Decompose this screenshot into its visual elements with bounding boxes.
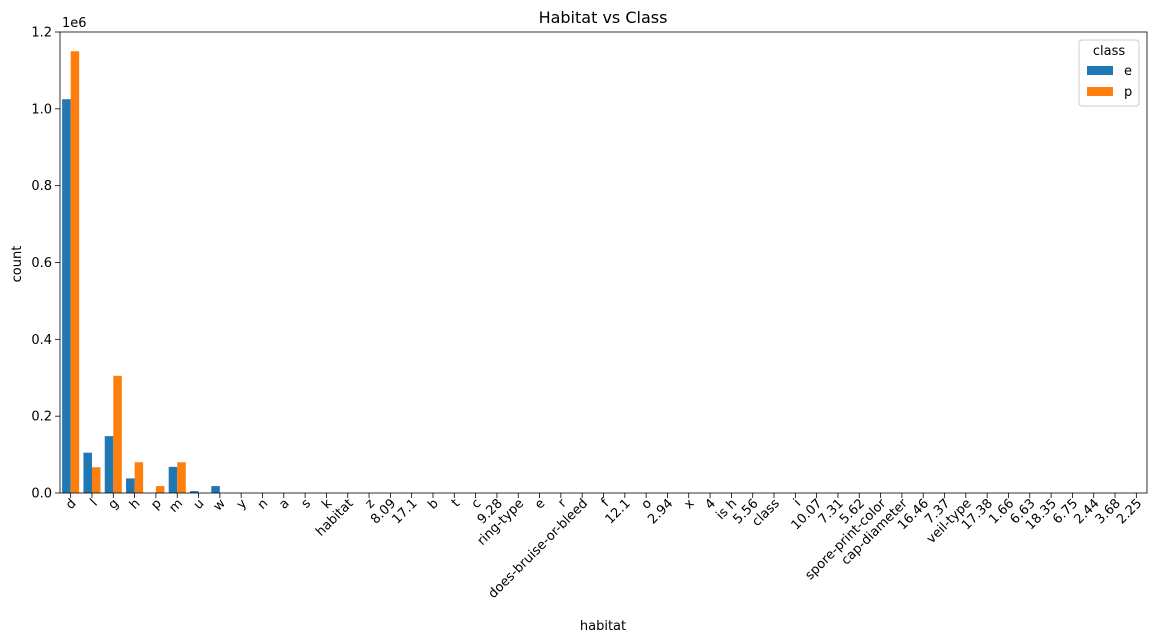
bars-group — [62, 51, 220, 494]
y-axis-label: count — [10, 246, 25, 283]
x-tick-label: s — [299, 496, 315, 512]
bar-p-m — [177, 462, 186, 493]
x-tick-label: m — [166, 496, 186, 516]
bar-e-w — [211, 486, 220, 493]
x-tick-label: 17.1 — [389, 496, 420, 527]
x-tick-label: a — [276, 496, 292, 512]
legend: class e p — [1078, 39, 1140, 107]
x-tick-label: 12.1 — [603, 496, 634, 527]
y-scale-label: 1e6 — [62, 16, 87, 31]
x-tick-label: 2.94 — [645, 496, 676, 527]
y-tick-label: 1.2 — [31, 26, 52, 41]
plot-frame — [59, 31, 1148, 494]
bar-p-p — [155, 486, 165, 493]
bar-e-g — [104, 436, 114, 493]
x-tick-label: u — [191, 496, 207, 512]
x-tick-label: h — [127, 496, 143, 512]
legend-label-p: p — [1124, 85, 1132, 100]
x-tick-label: x — [682, 496, 698, 512]
x-tick-label: t — [449, 496, 463, 510]
legend-swatch-p — [1087, 87, 1113, 96]
y-ticks-group: 0.0 0.2 0.4 0.6 0.8 1.0 1.2 — [31, 26, 60, 502]
x-tick-label: l — [88, 496, 101, 509]
x-tick-label: d — [63, 496, 79, 512]
chart-title: Habitat vs Class — [539, 8, 668, 27]
legend-swatch-e — [1087, 66, 1113, 75]
y-tick-label: 0.4 — [31, 333, 52, 348]
x-axis-label: habitat — [580, 619, 626, 634]
legend-title: class — [1093, 44, 1125, 59]
bar-e-l — [83, 452, 92, 493]
bar-p-g — [113, 375, 122, 493]
bar-p-h — [134, 462, 144, 493]
x-tick-label: w — [211, 496, 229, 514]
x-tick-label: 2.25 — [1114, 496, 1145, 527]
x-tick-label: b — [425, 496, 441, 512]
x-tick-label: e — [532, 496, 548, 512]
bar-e-h — [126, 478, 135, 493]
bar-p-l — [91, 467, 101, 493]
legend-label-e: e — [1124, 64, 1132, 79]
bar-p-d — [70, 51, 80, 494]
bar-e-m — [168, 466, 178, 493]
x-tick-label: n — [255, 496, 271, 512]
y-tick-label: 0.6 — [31, 256, 52, 271]
x-tick-label: p — [148, 496, 164, 512]
bar-e-d — [62, 99, 71, 493]
bar-e-u — [190, 491, 199, 493]
y-tick-label: 0.2 — [31, 410, 52, 425]
x-tick-label: y — [234, 496, 250, 512]
x-tick-label: i — [791, 496, 804, 509]
y-tick-label: 0.8 — [31, 179, 52, 194]
x-tick-label: g — [106, 496, 122, 512]
y-tick-label: 1.0 — [31, 102, 52, 117]
y-tick-label: 0.0 — [31, 487, 52, 502]
